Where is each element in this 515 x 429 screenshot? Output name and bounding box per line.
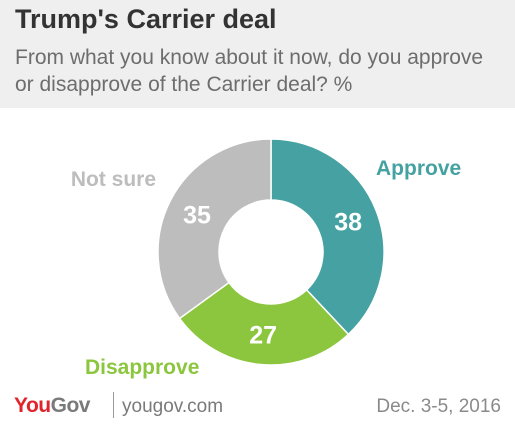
footer-divider xyxy=(113,392,114,418)
header-band: Trump's Carrier deal From what you know … xyxy=(0,0,515,108)
category-label-disapprove: Disapprove xyxy=(85,356,199,379)
value-label-disapprove: 27 xyxy=(249,322,277,350)
donut-chart: 38 Approve 27 Disapprove 35 Not sure xyxy=(71,138,461,379)
yougov-logo: YouGov xyxy=(14,394,90,418)
footer-date: Dec. 3-5, 2016 xyxy=(376,396,501,417)
value-label-approve: 38 xyxy=(334,208,362,236)
chart-subtitle: From what you know about it now, do you … xyxy=(15,46,484,96)
logo-you: You xyxy=(14,394,51,417)
footer-site-link[interactable]: yougov.com xyxy=(122,396,224,417)
slice-approve xyxy=(270,138,385,336)
category-label-not-sure: Not sure xyxy=(71,168,156,191)
slice-not-sure xyxy=(157,138,272,320)
category-label-approve: Approve xyxy=(376,157,461,180)
value-label-not-sure: 35 xyxy=(183,201,211,229)
logo-gov: Gov xyxy=(50,394,91,417)
slice-disapprove xyxy=(178,281,350,366)
chart-title: Trump's Carrier deal xyxy=(15,4,277,34)
